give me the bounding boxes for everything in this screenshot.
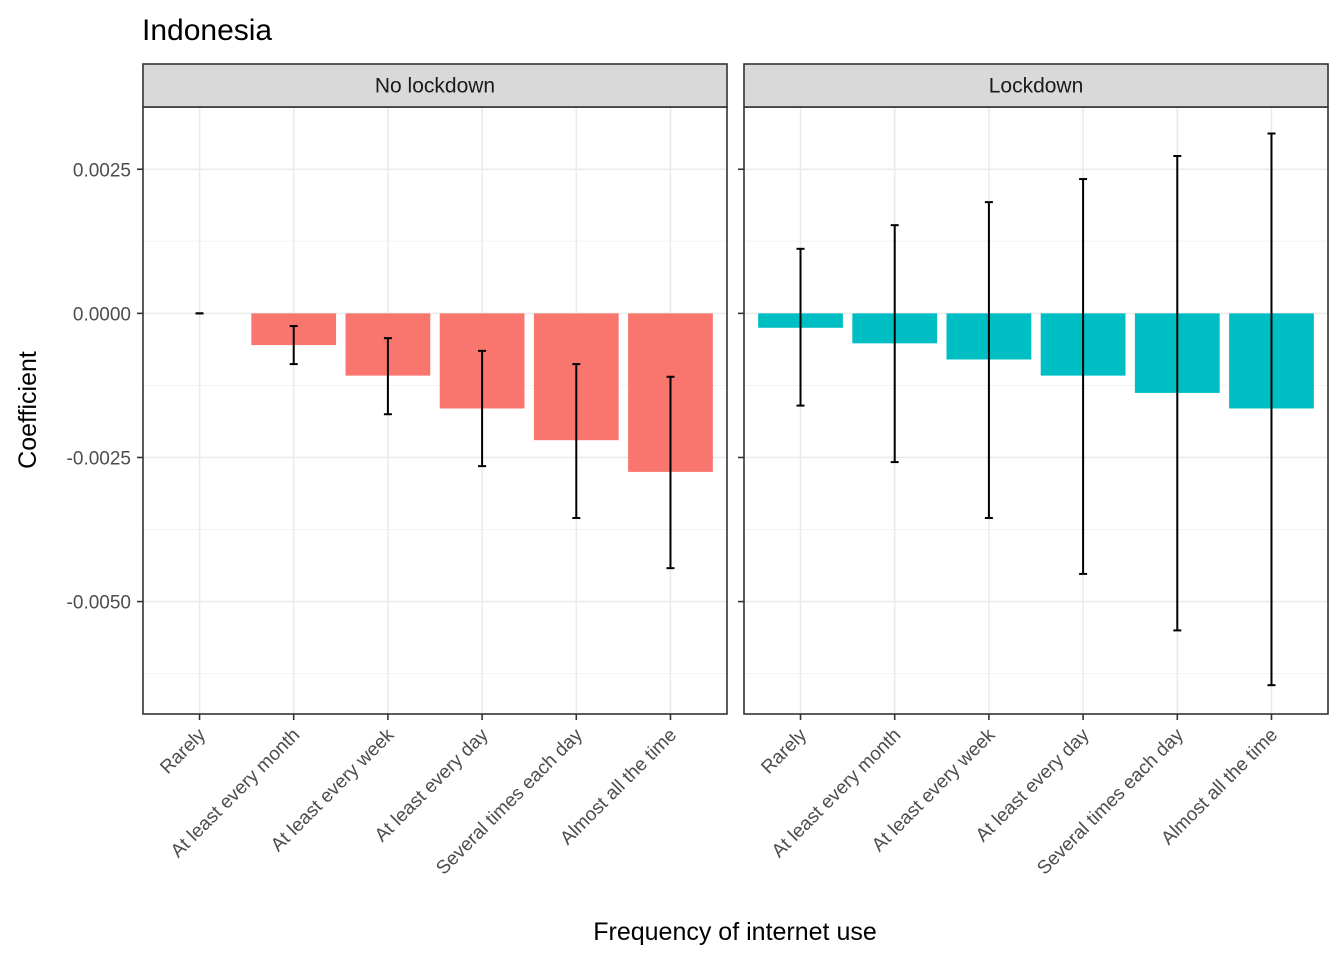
facet-strip [743, 63, 1329, 108]
x-tick-label: Rarely [757, 724, 811, 778]
y-tick-label: -0.0025 [67, 448, 131, 469]
facet-strip [142, 63, 728, 108]
facet-strip-label: Lockdown [989, 75, 1084, 98]
x-axis-title: Frequency of internet use [593, 918, 877, 946]
y-tick-label: -0.0050 [67, 593, 131, 614]
facet-strip-label: No lockdown [375, 75, 495, 98]
chart-title: Indonesia [142, 14, 272, 47]
y-tick-label: 0.0000 [73, 304, 131, 325]
panel-background [744, 107, 1328, 714]
x-tick-label: Rarely [156, 724, 210, 778]
y-tick-label: 0.0025 [73, 160, 131, 181]
y-axis-title: Coefficient [14, 351, 42, 469]
